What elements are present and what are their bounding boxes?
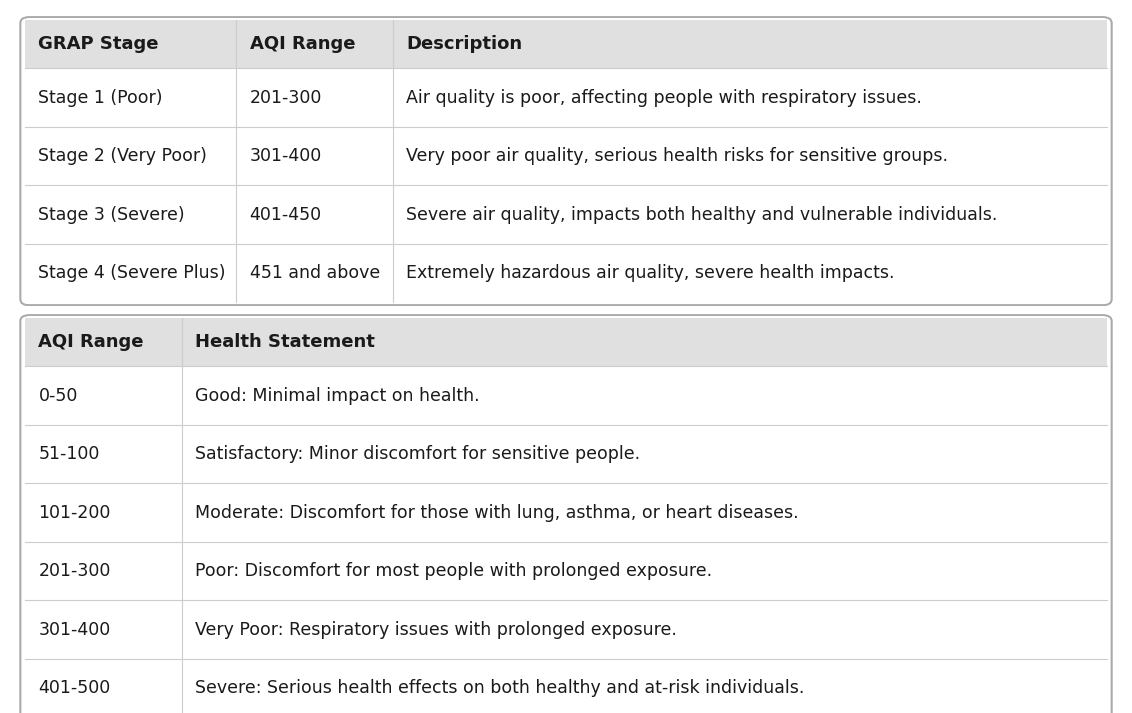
Text: Poor: Discomfort for most people with prolonged exposure.: Poor: Discomfort for most people with pr… bbox=[196, 562, 712, 580]
Text: Satisfactory: Minor discomfort for sensitive people.: Satisfactory: Minor discomfort for sensi… bbox=[196, 445, 641, 463]
Text: Stage 4 (Severe Plus): Stage 4 (Severe Plus) bbox=[38, 264, 226, 282]
Text: 101-200: 101-200 bbox=[38, 503, 111, 522]
FancyBboxPatch shape bbox=[20, 315, 1112, 713]
Text: Stage 1 (Poor): Stage 1 (Poor) bbox=[38, 88, 163, 107]
Text: Stage 3 (Severe): Stage 3 (Severe) bbox=[38, 205, 186, 224]
Bar bbox=[25, 20, 1107, 68]
Text: 201-300: 201-300 bbox=[249, 88, 321, 107]
Text: Very Poor: Respiratory issues with prolonged exposure.: Very Poor: Respiratory issues with prolo… bbox=[196, 620, 677, 639]
Text: GRAP Stage: GRAP Stage bbox=[38, 35, 158, 53]
Text: AQI Range: AQI Range bbox=[38, 333, 144, 352]
Text: 301-400: 301-400 bbox=[38, 620, 111, 639]
Text: 401-500: 401-500 bbox=[38, 679, 111, 697]
Text: 401-450: 401-450 bbox=[249, 205, 321, 224]
Text: 201-300: 201-300 bbox=[38, 562, 111, 580]
Text: Severe: Serious health effects on both healthy and at-risk individuals.: Severe: Serious health effects on both h… bbox=[196, 679, 805, 697]
Text: Moderate: Discomfort for those with lung, asthma, or heart diseases.: Moderate: Discomfort for those with lung… bbox=[196, 503, 799, 522]
Text: Air quality is poor, affecting people with respiratory issues.: Air quality is poor, affecting people wi… bbox=[406, 88, 923, 107]
Text: 301-400: 301-400 bbox=[249, 147, 321, 165]
Text: 0-50: 0-50 bbox=[38, 386, 78, 405]
Text: Severe air quality, impacts both healthy and vulnerable individuals.: Severe air quality, impacts both healthy… bbox=[406, 205, 997, 224]
Text: 51-100: 51-100 bbox=[38, 445, 100, 463]
Text: AQI Range: AQI Range bbox=[249, 35, 355, 53]
Text: Health Statement: Health Statement bbox=[196, 333, 376, 352]
Text: Stage 2 (Very Poor): Stage 2 (Very Poor) bbox=[38, 147, 207, 165]
FancyBboxPatch shape bbox=[20, 17, 1112, 305]
Text: Good: Minimal impact on health.: Good: Minimal impact on health. bbox=[196, 386, 480, 405]
Text: 451 and above: 451 and above bbox=[249, 264, 379, 282]
Text: Extremely hazardous air quality, severe health impacts.: Extremely hazardous air quality, severe … bbox=[406, 264, 895, 282]
Text: Very poor air quality, serious health risks for sensitive groups.: Very poor air quality, serious health ri… bbox=[406, 147, 949, 165]
Text: Description: Description bbox=[406, 35, 523, 53]
Bar bbox=[25, 318, 1107, 366]
